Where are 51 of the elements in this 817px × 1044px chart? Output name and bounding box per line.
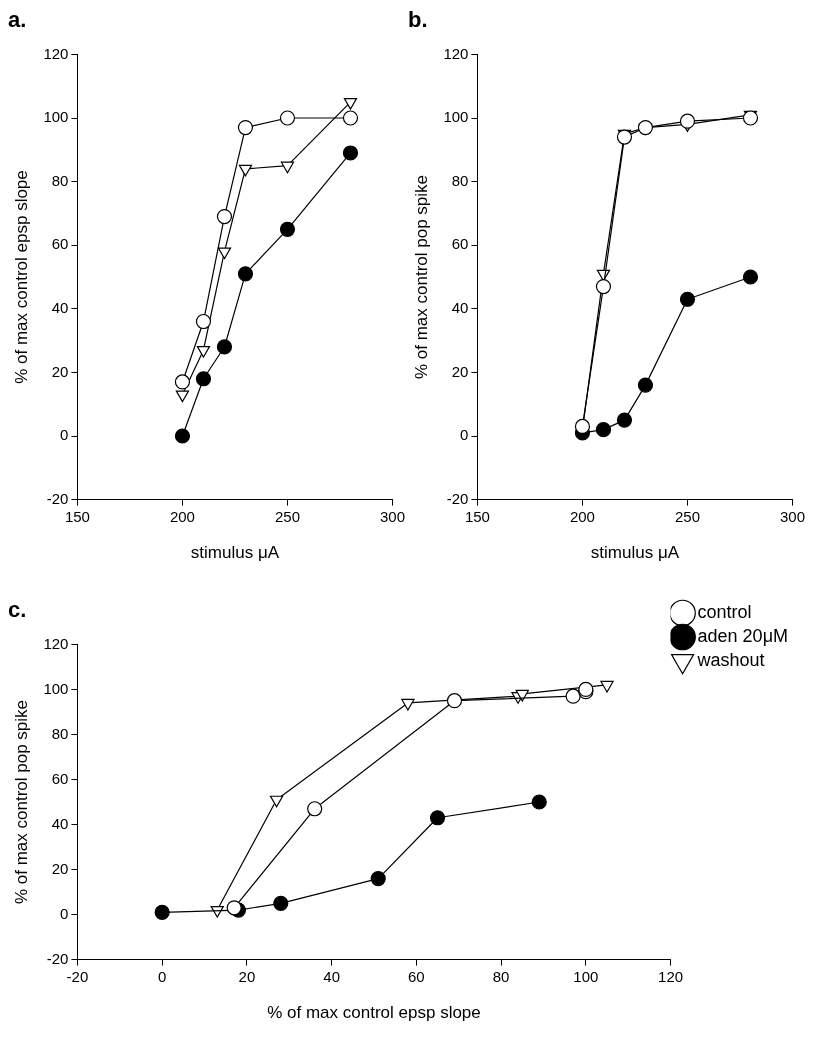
y-tick-label: -20	[46, 489, 69, 507]
y-tick-label: 100	[443, 108, 469, 126]
y-tick-label: 60	[51, 769, 69, 787]
y-tick-label: 80	[451, 171, 469, 189]
x-tick-label: 120	[658, 967, 684, 985]
x-axis-title: stimulus μA	[590, 543, 680, 563]
y-tick-label: 0	[460, 426, 469, 444]
y-tick-label: 0	[60, 426, 69, 444]
legend-label: control	[697, 601, 752, 622]
x-tick-label: 150	[64, 507, 90, 525]
y-tick-label: 100	[43, 108, 69, 126]
y-axis-title: % of max control epsp slope	[11, 170, 31, 384]
x-tick-label: 250	[674, 507, 700, 525]
y-tick-label: 60	[451, 235, 469, 253]
x-tick-label: 60	[408, 967, 425, 985]
x-tick-label: 0	[157, 967, 167, 985]
y-tick-label: -20	[46, 949, 69, 967]
y-tick-label: 120	[43, 44, 69, 62]
x-tick-label: 40	[323, 967, 340, 985]
x-tick-label: 200	[169, 507, 195, 525]
y-tick-label: 40	[451, 298, 469, 316]
legend-label: washout	[696, 649, 765, 670]
chart-title: b.	[408, 7, 428, 33]
legend-label: aden 20μM	[697, 625, 789, 646]
x-tick-label: 300	[779, 507, 805, 525]
y-tick-label: 20	[51, 859, 69, 877]
x-tick-label: 20	[238, 967, 256, 985]
x-axis-title: % of max control epsp slope	[267, 1003, 481, 1023]
x-tick-label: 300	[379, 507, 405, 525]
x-tick-label: 80	[492, 967, 510, 985]
x-tick-label: 100	[573, 967, 599, 985]
y-tick-label: 60	[51, 235, 69, 253]
y-axis-title: % of max control pop spike	[11, 699, 31, 905]
y-tick-label: 100	[43, 679, 69, 697]
x-tick-label: 200	[569, 507, 595, 525]
y-axis-title: % of max control pop spike	[411, 174, 431, 380]
y-tick-label: 80	[51, 171, 69, 189]
y-tick-label: -20	[446, 489, 469, 507]
chart-title: c.	[8, 597, 27, 623]
chart-title: a.	[8, 7, 27, 33]
y-tick-label: 0	[60, 904, 69, 922]
y-tick-label: 120	[43, 634, 69, 652]
y-tick-label: 40	[51, 814, 69, 832]
y-tick-label: 120	[443, 44, 469, 62]
x-tick-label: 250	[274, 507, 300, 525]
x-tick-label: 150	[464, 507, 490, 525]
y-tick-label: 40	[51, 298, 69, 316]
x-axis-title: stimulus μA	[190, 543, 280, 563]
y-tick-label: 80	[51, 724, 69, 742]
y-tick-label: 20	[451, 362, 469, 380]
y-tick-label: 20	[51, 362, 69, 380]
